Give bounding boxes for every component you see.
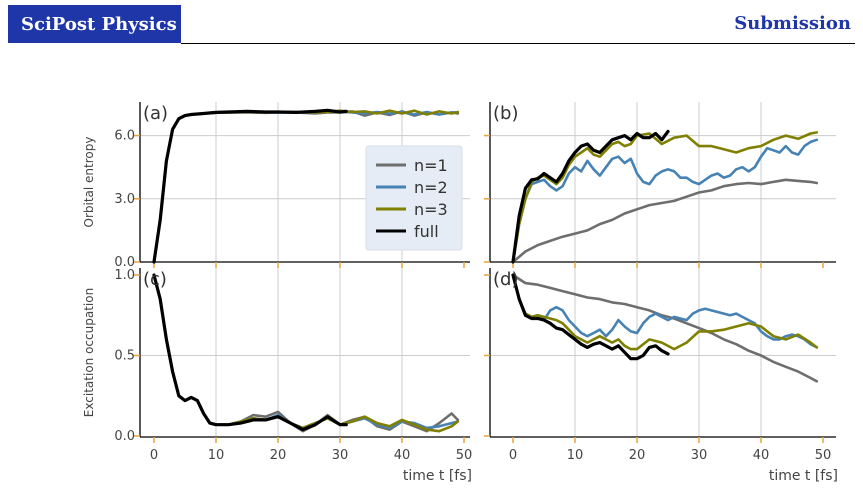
x-tick-label: 0 [509, 448, 517, 463]
y-tick-label: 6.0 [114, 129, 135, 144]
panel-label: (c) [143, 269, 167, 290]
x-tick-label: 20 [629, 448, 646, 463]
x-tick-label: 40 [394, 448, 411, 463]
x-tick-label: 50 [815, 448, 832, 463]
x-tick-label: 30 [691, 448, 708, 463]
legend-label: n=1 [414, 156, 448, 175]
series-line-n2 [511, 138, 819, 264]
y-axis-label: Orbital entropy [82, 137, 96, 228]
series-line-full [152, 108, 348, 264]
y-tick-label: 1.0 [114, 268, 135, 283]
series-line-n3 [511, 273, 819, 351]
header-bar: SciPost Physics Submission [0, 0, 863, 48]
journal-badge: SciPost Physics [8, 5, 181, 43]
y-tick-label: 0.5 [114, 349, 135, 364]
series-line-n1 [511, 273, 819, 383]
series-line-n1 [511, 178, 819, 264]
x-tick-label: 40 [753, 448, 770, 463]
series-line-full [511, 129, 670, 264]
panel-label: (d) [493, 269, 518, 290]
x-tick-label: 30 [332, 448, 349, 463]
legend-label: full [414, 222, 439, 241]
legend-label: n=3 [414, 200, 448, 219]
x-tick-label: 0 [150, 448, 158, 463]
y-tick-label: 0.0 [114, 255, 135, 270]
x-axis-label: time t [fs] [769, 468, 838, 484]
y-axis-label: Excitation occupation [82, 288, 96, 417]
series-line-full [152, 273, 348, 432]
x-tick-label: 10 [208, 448, 225, 463]
y-tick-label: 0.0 [114, 429, 135, 444]
header-rule [181, 43, 855, 44]
panel-label: (a) [143, 103, 168, 124]
y-tick-label: 3.0 [114, 192, 135, 207]
panel-label: (b) [493, 103, 518, 124]
submission-label: Submission [734, 13, 851, 34]
series-line-full [511, 273, 670, 361]
legend-label: n=2 [414, 178, 448, 197]
x-tick-label: 50 [456, 448, 473, 463]
x-tick-label: 20 [270, 448, 287, 463]
series-line-n3 [511, 131, 819, 264]
series-line-n2 [511, 273, 819, 349]
legend-box [365, 145, 463, 251]
x-axis-label: time t [fs] [403, 468, 472, 484]
x-tick-label: 10 [567, 448, 584, 463]
